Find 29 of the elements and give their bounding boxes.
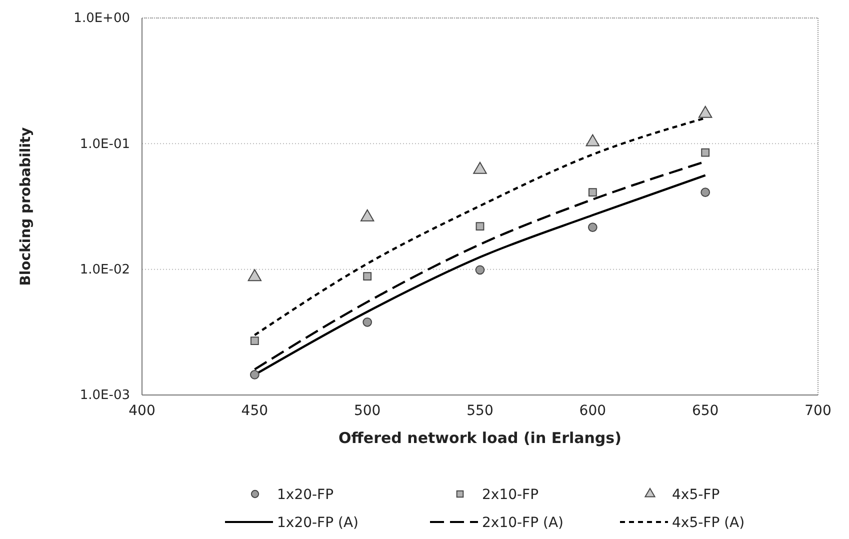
- point: [362, 317, 372, 327]
- legend-label: 2x10-FP: [482, 487, 539, 503]
- x-tick-label: 450: [241, 402, 268, 419]
- y-tick-label: 1.0E-02: [80, 262, 130, 278]
- x-tick-label: 400: [128, 402, 156, 419]
- y-axis-title: Blocking probability: [18, 127, 34, 286]
- x-axis-title: Offered network load (in Erlangs): [338, 429, 622, 447]
- point: [476, 222, 484, 231]
- point: [475, 265, 485, 275]
- point: [588, 188, 597, 197]
- legend-label: 4x5-FP (A): [672, 515, 745, 531]
- y-tick-label: 1.0E-01: [80, 136, 130, 152]
- legend-label: 1x20-FP: [277, 487, 334, 503]
- y-tick-label: 1.0E+00: [74, 11, 130, 26]
- point: [700, 188, 710, 198]
- point: [250, 370, 260, 380]
- y-tick-label: 1.0E-03: [80, 388, 130, 404]
- x-tick-label: 650: [692, 402, 719, 419]
- point: [250, 336, 259, 345]
- legend-label: 1x20-FP (A): [277, 515, 359, 531]
- x-tick-label: 700: [804, 402, 832, 419]
- x-tick-label: 500: [354, 402, 381, 419]
- x-tick-label: 550: [466, 402, 494, 419]
- point: [363, 272, 372, 281]
- legend-label: 4x5-FP: [672, 487, 720, 503]
- point: [701, 148, 710, 157]
- legend-label: 2x10-FP (A): [482, 515, 564, 531]
- x-tick-label: 600: [579, 402, 606, 419]
- point: [588, 222, 598, 232]
